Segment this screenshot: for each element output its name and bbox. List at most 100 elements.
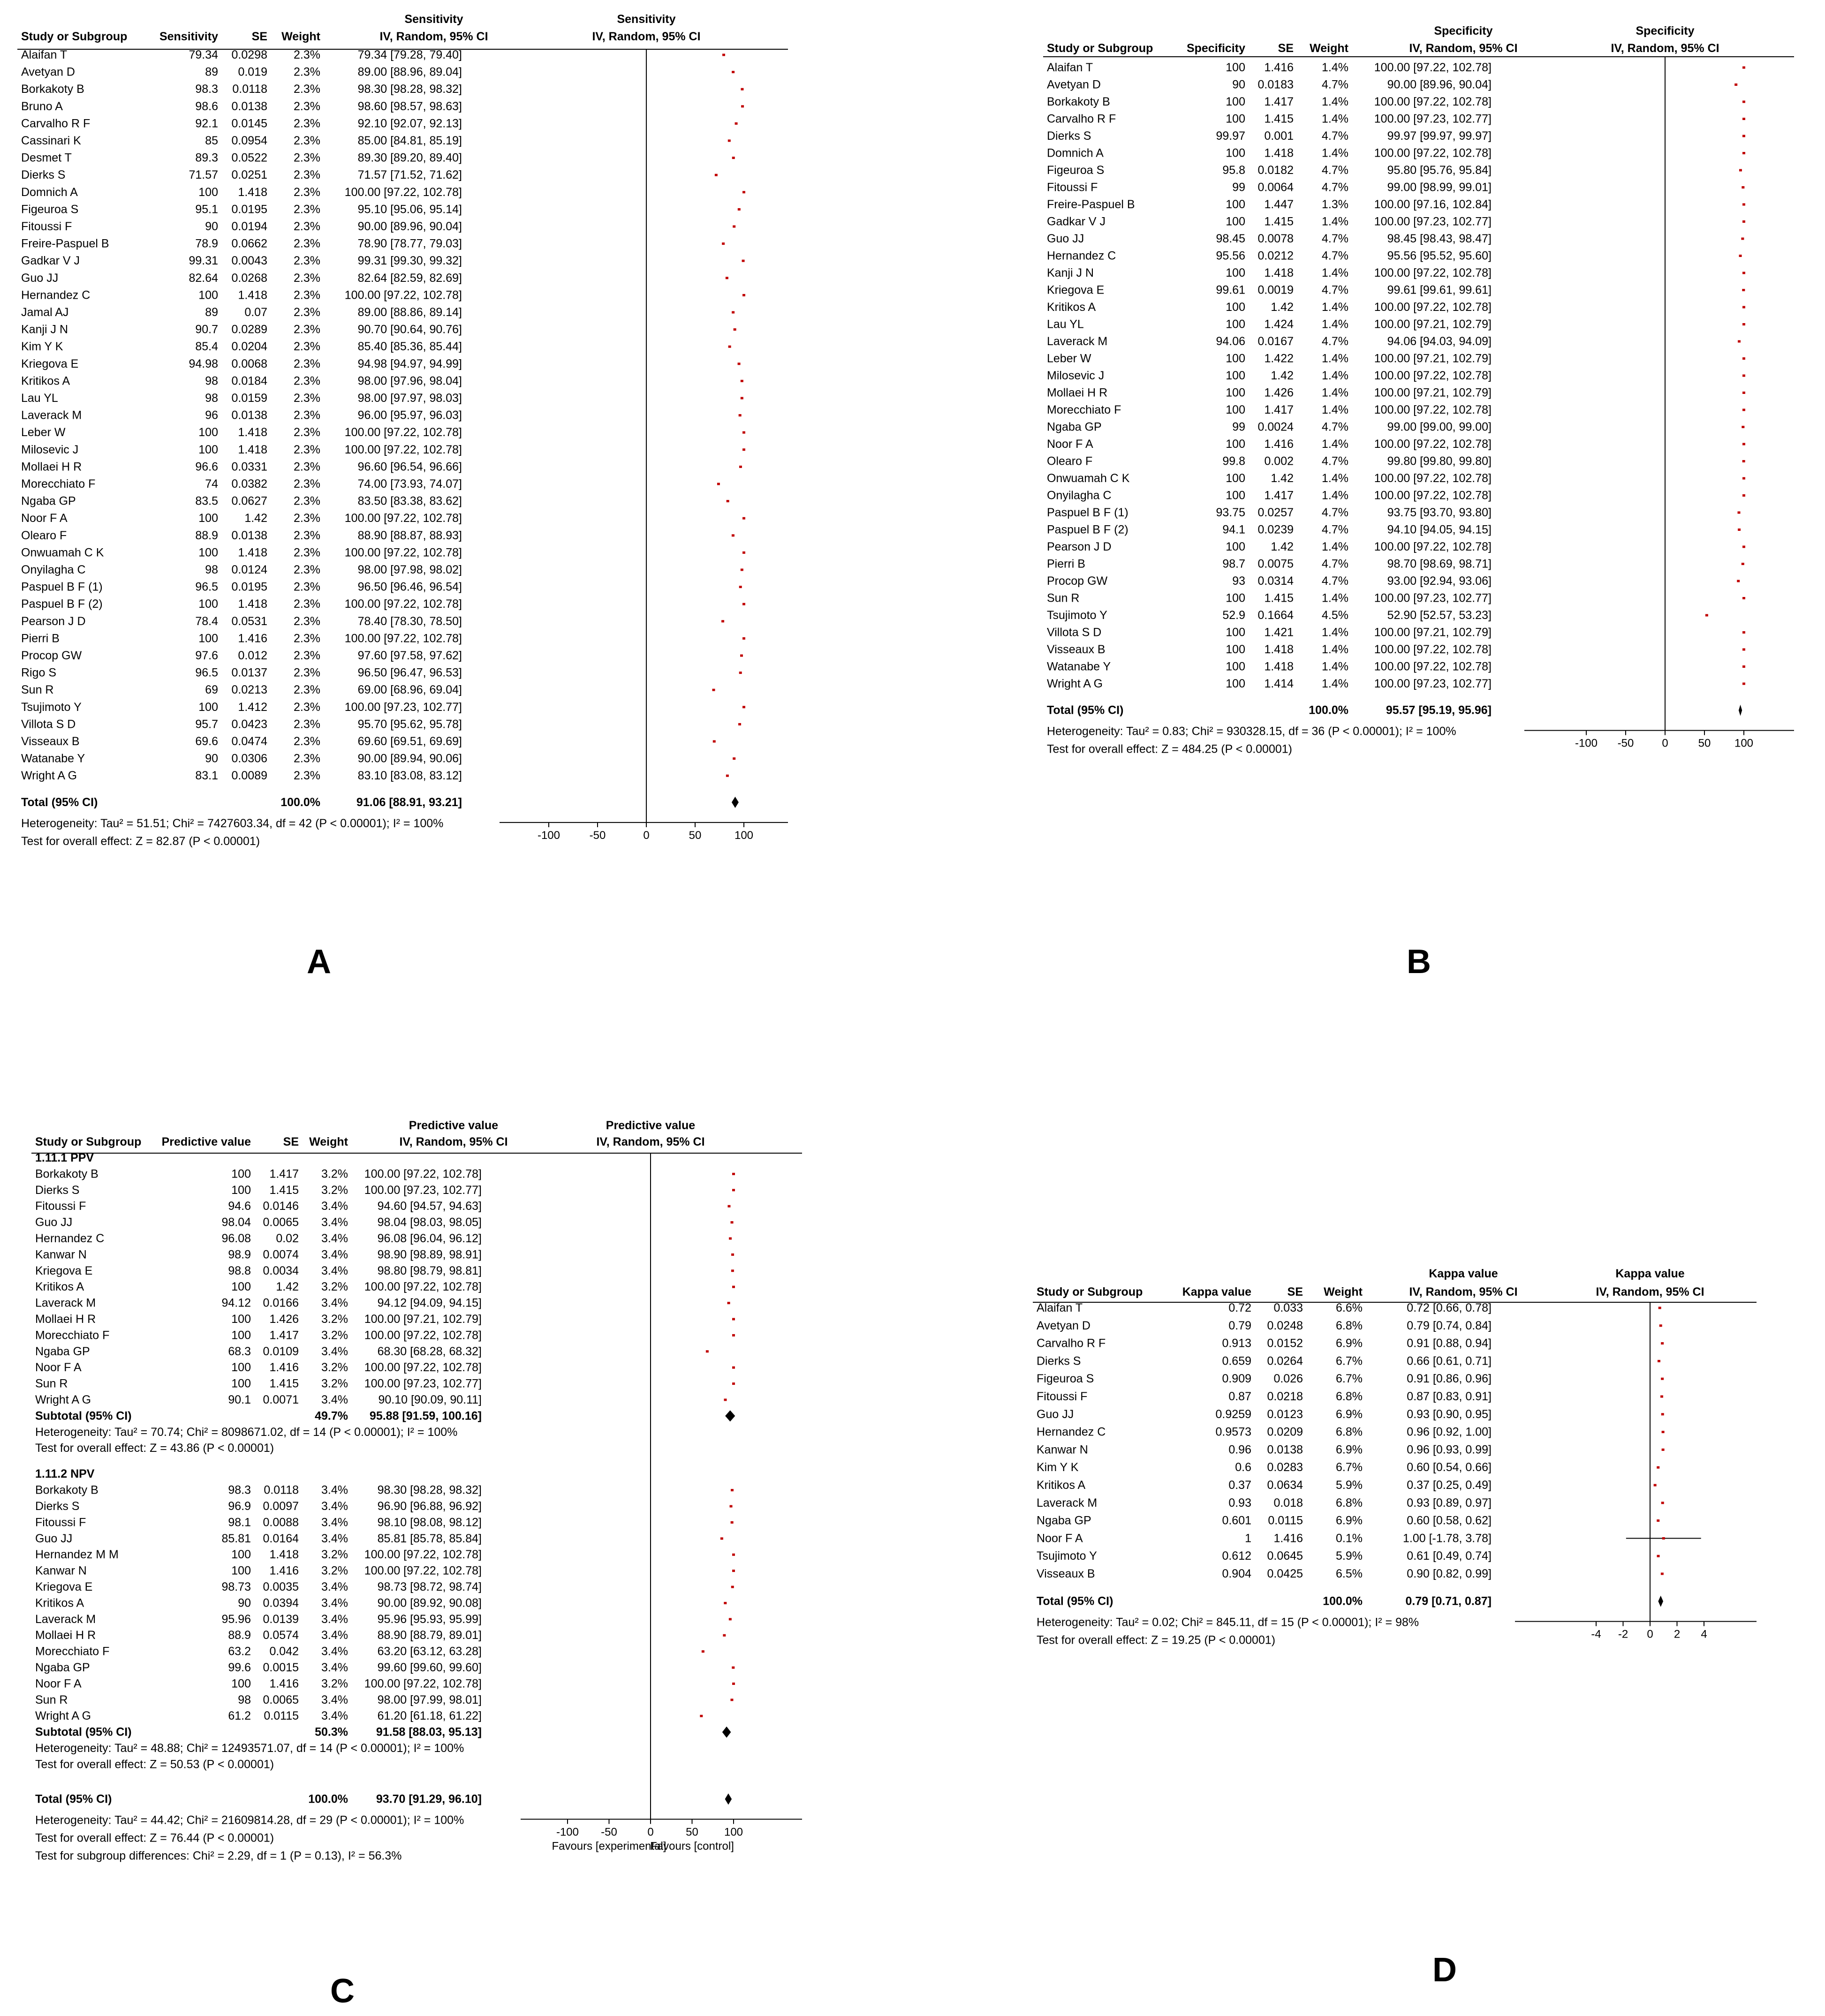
study-name: Pierri B <box>1047 558 1085 571</box>
study-ci: 94.60 [94.57, 94.63] <box>378 1200 482 1213</box>
study-name: Pearson J D <box>21 615 86 628</box>
study-ci: 1.00 [-1.78, 3.78] <box>1403 1532 1492 1545</box>
study-name: Laverack M <box>21 409 82 422</box>
study-weight: 1.3% <box>1322 198 1348 211</box>
estimate-point <box>728 1618 732 1621</box>
estimate-point <box>1662 1537 1665 1540</box>
estimate-point <box>1742 665 1745 668</box>
study-name: Kanji J N <box>21 323 68 336</box>
study-name: Fitoussi F <box>1047 181 1098 194</box>
study-se: 0.0331 <box>232 460 267 473</box>
footnote: Test for subgroup differences: Chi² = 2.… <box>35 1849 401 1862</box>
estimate-point <box>1739 169 1742 172</box>
study-value: 52.9 <box>1222 609 1245 622</box>
study-se: 0.0184 <box>232 374 268 387</box>
study-value: 100 <box>1226 643 1245 656</box>
study-ci: 100.00 [97.22, 102.78] <box>1374 472 1492 485</box>
study-weight: 2.3% <box>294 374 320 387</box>
estimate-point <box>1742 203 1745 206</box>
study-weight: 1.4% <box>1322 438 1348 451</box>
study-name: Sun R <box>35 1693 68 1706</box>
estimate-point <box>720 1537 723 1540</box>
study-weight: 3.4% <box>321 1516 348 1529</box>
study-se: 0.0257 <box>1258 506 1294 519</box>
study-name: Ngaba GP <box>35 1345 90 1358</box>
study-weight: 5.9% <box>1336 1549 1363 1563</box>
study-se: 1.414 <box>1264 677 1294 690</box>
study-se: 0.1664 <box>1258 609 1294 622</box>
study-ci: 0.72 [0.66, 0.78] <box>1407 1301 1492 1314</box>
study-name: Freire-Paspuel B <box>1047 198 1135 211</box>
study-name: Noor F A <box>1047 438 1093 451</box>
study-se: 0.0152 <box>1267 1337 1303 1350</box>
study-se: 0.0522 <box>232 151 267 165</box>
study-se: 0.0239 <box>1258 523 1294 536</box>
study-se: 1.417 <box>1264 489 1294 502</box>
estimate-point <box>1658 1306 1661 1309</box>
study-ci: 78.90 [78.77, 79.03] <box>358 237 462 250</box>
study-value: 100 <box>1226 626 1245 639</box>
study-ci: 100.00 [97.22, 102.78] <box>345 288 462 302</box>
x-tick-label: 100 <box>735 829 753 842</box>
study-name: Tsujimoto Y <box>21 701 82 714</box>
study-se: 0.0075 <box>1258 558 1294 571</box>
study-ci: 100.00 [97.22, 102.78] <box>1374 301 1492 314</box>
weight-header: Weight <box>1324 1285 1363 1299</box>
estimate-point <box>1660 1395 1664 1398</box>
pooled-diamond <box>1738 704 1742 716</box>
study-value: 95.56 <box>1216 249 1245 263</box>
study-value: 98.04 <box>221 1216 251 1229</box>
study-ci: 88.90 [88.87, 88.93] <box>358 529 462 542</box>
study-name: Milosevic J <box>1047 369 1104 382</box>
study-name: Hernandez C <box>35 1232 104 1245</box>
study-se: 0.0138 <box>232 409 267 422</box>
study-ci: 96.50 [96.46, 96.54] <box>358 581 462 594</box>
study-value: 100 <box>1226 215 1245 228</box>
study-ci: 95.10 [95.06, 95.14] <box>358 203 462 216</box>
study-value: 0.37 <box>1228 1479 1251 1492</box>
study-ci: 85.00 [84.81, 85.19] <box>358 134 462 147</box>
study-value: 98 <box>205 563 218 576</box>
study-ci: 100.00 [97.22, 102.78] <box>364 1564 482 1578</box>
estimate-point <box>1660 1572 1664 1575</box>
subgroup-label: 1.11.2 NPV <box>35 1467 95 1480</box>
study-ci: 95.56 [95.52, 95.60] <box>1387 249 1492 263</box>
study-ci: 0.79 [0.74, 0.84] <box>1407 1319 1492 1332</box>
study-se: 0.0065 <box>263 1693 299 1706</box>
study-weight: 2.3% <box>294 460 320 473</box>
estimate-point <box>1661 1448 1665 1451</box>
estimate-point <box>727 1205 731 1208</box>
study-ci: 100.00 [97.23, 102.77] <box>1374 113 1492 126</box>
study-name: Wright A G <box>1047 677 1103 690</box>
study-se: 1.416 <box>1264 438 1294 451</box>
study-ci: 0.60 [0.58, 0.62] <box>1407 1514 1492 1527</box>
estimate-point <box>727 139 731 142</box>
study-weight: 2.3% <box>294 340 320 353</box>
study-value: 94.12 <box>221 1297 251 1310</box>
study-se: 0.0251 <box>232 168 267 181</box>
study-value: 92.1 <box>195 117 218 130</box>
study-name: Kriegova E <box>35 1580 92 1593</box>
study-ci: 100.00 [97.22, 102.78] <box>1374 403 1492 416</box>
weight-header: Weight <box>309 1135 348 1148</box>
study-se: 0.0138 <box>1267 1443 1303 1456</box>
study-weight: 3.4% <box>321 1297 348 1310</box>
study-ci: 100.00 [97.22, 102.78] <box>364 1548 482 1561</box>
study-weight: 1.4% <box>1322 301 1348 314</box>
estimate-point <box>739 672 742 674</box>
study-weight: 1.4% <box>1322 540 1348 553</box>
study-weight: 4.5% <box>1322 609 1348 622</box>
study-value: 98.3 <box>228 1484 251 1497</box>
study-value: 100 <box>1226 438 1245 451</box>
study-value: 98 <box>205 392 218 405</box>
study-ci: 98.00 [97.96, 98.04] <box>358 374 462 387</box>
estimate-point <box>732 1318 735 1321</box>
study-value: 78.4 <box>195 615 218 628</box>
study-se: 1.415 <box>1264 592 1294 605</box>
study-weight: 2.3% <box>294 632 320 645</box>
study-se: 0.0123 <box>1267 1408 1303 1421</box>
study-ci: 99.60 [99.60, 99.60] <box>378 1661 482 1674</box>
study-se: 1.412 <box>238 701 267 714</box>
study-name: Guo JJ <box>1047 232 1084 245</box>
estimate-point <box>735 122 738 125</box>
